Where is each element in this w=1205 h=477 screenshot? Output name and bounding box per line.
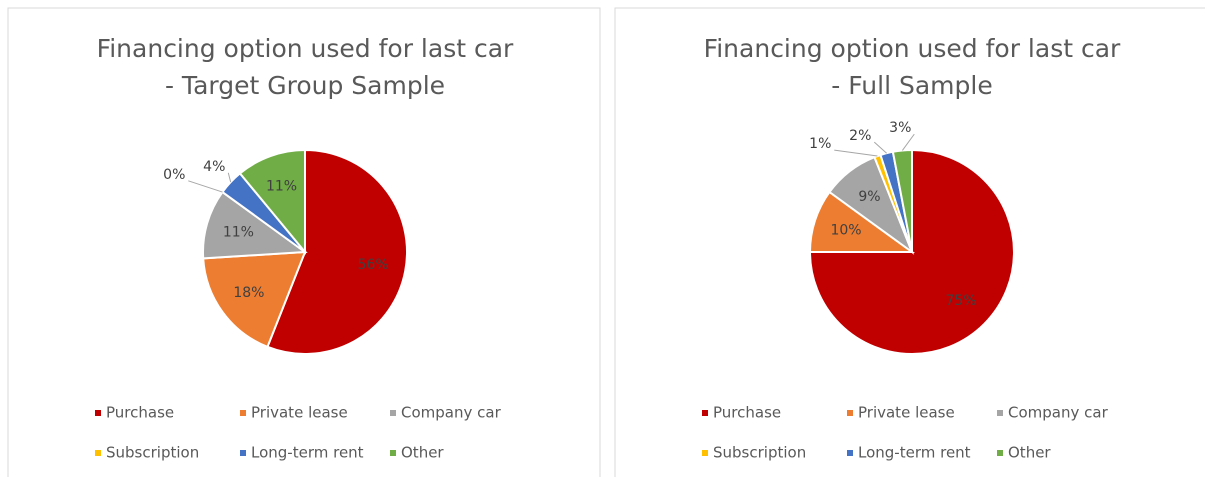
- legend-label: Other: [401, 444, 444, 462]
- legend-label: Purchase: [713, 404, 781, 422]
- legend-swatch: [702, 410, 708, 416]
- legend-label: Company car: [1008, 404, 1109, 422]
- legend-label: Long-term rent: [858, 444, 971, 462]
- leader-line: [873, 141, 887, 154]
- legend-label: Private lease: [251, 404, 348, 422]
- legend-label: Long-term rent: [251, 444, 364, 462]
- pie-slice: [891, 148, 913, 253]
- legend-label: Purchase: [106, 404, 174, 422]
- data-label: 2%: [849, 128, 871, 144]
- legend-swatch: [847, 450, 853, 456]
- legend-label: Private lease: [858, 404, 955, 422]
- legend-swatch: [390, 410, 396, 416]
- legend-label: Subscription: [106, 444, 199, 462]
- legend-label: Company car: [401, 404, 502, 422]
- legend-swatch: [95, 410, 101, 416]
- data-label: 4%: [203, 159, 225, 175]
- data-label: 3%: [889, 120, 911, 136]
- legend-label: Other: [1008, 444, 1051, 462]
- legend-swatch: [390, 450, 396, 456]
- legend-swatch: [240, 450, 246, 456]
- data-label: 18%: [233, 285, 264, 301]
- legend-swatch: [702, 450, 708, 456]
- legend-swatch: [240, 410, 246, 416]
- chart-title: - Full Sample: [831, 71, 992, 100]
- data-label: 0%: [163, 167, 185, 183]
- legend-swatch: [95, 450, 101, 456]
- data-label: 10%: [830, 223, 861, 239]
- legend-swatch: [847, 410, 853, 416]
- chart-title: Financing option used for last car: [704, 34, 1121, 63]
- panel: [7, 7, 601, 477]
- leader-line: [227, 172, 232, 183]
- panel: [614, 7, 1205, 477]
- pie-slice: [238, 148, 306, 255]
- data-label: 9%: [858, 189, 880, 205]
- leader-line: [901, 133, 915, 151]
- leader-line: [188, 180, 223, 193]
- data-label: 56%: [358, 257, 389, 273]
- data-label: 11%: [266, 179, 297, 195]
- pie-slice: [266, 148, 408, 355]
- chart-title: - Target Group Sample: [165, 71, 445, 100]
- pie-slice: [202, 190, 308, 260]
- data-label: 11%: [223, 225, 254, 241]
- legend-label: Subscription: [713, 444, 806, 462]
- legend-swatch: [997, 450, 1003, 456]
- pie-slice: [808, 148, 1015, 355]
- chart-title: Financing option used for last car: [97, 34, 514, 63]
- legend-swatch: [997, 410, 1003, 416]
- pie-slice: [202, 250, 307, 349]
- data-label: 1%: [809, 136, 831, 152]
- data-label: 75%: [945, 293, 976, 309]
- leader-line: [834, 149, 878, 157]
